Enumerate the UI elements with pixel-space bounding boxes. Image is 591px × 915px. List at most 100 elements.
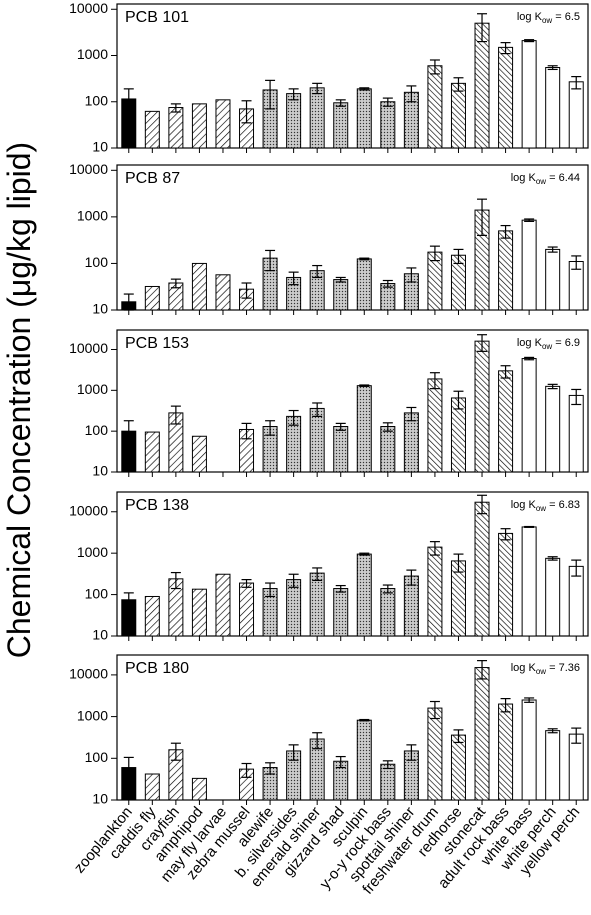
bar	[191, 588, 207, 637]
bar	[474, 501, 490, 637]
y-tick-label: 10000	[69, 161, 108, 177]
bar	[333, 588, 349, 637]
annotation-part: = 6.44	[546, 172, 580, 184]
annotation-part: log K	[517, 11, 543, 23]
error-bar	[524, 39, 535, 43]
error-bar	[453, 553, 464, 573]
error-bar	[123, 592, 134, 612]
error-bar	[571, 75, 582, 90]
annotation-part: = 6.5	[552, 11, 580, 23]
error-bar	[241, 762, 252, 778]
bar	[356, 258, 372, 311]
error-bar	[571, 255, 582, 270]
y-tick-label: 10	[92, 301, 108, 317]
bar	[215, 99, 231, 149]
bar	[474, 340, 490, 473]
bar	[191, 103, 207, 149]
bar	[380, 763, 396, 801]
error-bar	[312, 402, 323, 417]
error-bar	[500, 528, 511, 541]
panel-label: PCB 138	[125, 497, 189, 514]
bar	[356, 88, 372, 149]
error-bar	[406, 267, 417, 283]
error-bar	[123, 420, 134, 461]
error-bar	[359, 384, 370, 387]
error-bar	[335, 584, 346, 593]
plot-frame	[116, 491, 589, 637]
error-bar	[265, 249, 276, 272]
error-bar	[170, 571, 181, 590]
bar	[568, 81, 584, 149]
error-bar	[359, 257, 370, 261]
bar	[568, 733, 584, 801]
error-bar	[524, 697, 535, 703]
error-bar	[359, 718, 370, 722]
plot-frame	[116, 3, 589, 149]
bar	[239, 582, 255, 637]
error-bar	[241, 100, 252, 124]
error-bar	[500, 698, 511, 713]
error-bar	[406, 569, 417, 586]
error-bar	[265, 762, 276, 775]
error-bar	[123, 88, 134, 121]
error-bar	[477, 198, 488, 237]
bar	[498, 230, 514, 311]
plot-frame	[116, 164, 589, 311]
bar	[498, 532, 514, 637]
annotation-part: log K	[511, 662, 537, 674]
annotation: log Kow = 6.9	[517, 337, 580, 351]
error-bar	[547, 246, 558, 253]
bar	[521, 40, 537, 149]
bar	[474, 667, 490, 801]
bar	[450, 734, 466, 801]
y-tick-label: 100	[85, 585, 109, 601]
bar	[286, 579, 302, 637]
annotation-part: ow	[536, 504, 546, 513]
error-bar	[241, 579, 252, 588]
bar	[356, 385, 372, 473]
error-bar	[547, 556, 558, 561]
error-bar	[170, 278, 181, 289]
error-bar	[500, 224, 511, 239]
y-tick-label: 1000	[77, 544, 108, 560]
error-bar	[453, 729, 464, 744]
error-bar	[547, 65, 558, 71]
error-bar	[265, 420, 276, 436]
y-tick-label: 100	[85, 749, 109, 765]
y-tick-label: 10	[92, 463, 108, 479]
error-bar	[288, 409, 299, 426]
annotation-part: log K	[511, 499, 537, 511]
y-tick-label: 10	[92, 627, 108, 643]
y-tick-label: 1000	[77, 46, 108, 62]
error-bar	[571, 388, 582, 406]
bar	[427, 65, 443, 149]
error-bar	[406, 85, 417, 103]
error-bar	[382, 422, 393, 432]
error-bar	[288, 744, 299, 761]
y-axis-label: Chemical Concentration (μg/kg lipid)	[1, 142, 37, 658]
y-tick-label: 100	[85, 422, 109, 438]
y-tick-label: 10	[92, 791, 108, 807]
annotation: log Kow = 6.83	[511, 499, 580, 513]
y-tick-label: 1000	[77, 707, 108, 723]
panel-label: PCB 101	[125, 9, 189, 26]
panel-label: PCB 180	[125, 660, 189, 677]
error-bar	[241, 422, 252, 440]
y-tick-label: 1000	[77, 208, 108, 224]
error-bar	[382, 584, 393, 594]
plot-frame	[116, 329, 589, 473]
error-bar	[288, 573, 299, 588]
error-bar	[335, 99, 346, 107]
error-bar	[571, 727, 582, 744]
error-bar	[453, 390, 464, 410]
y-tick-label: 10000	[69, 0, 108, 16]
bar	[403, 412, 419, 473]
bar	[191, 435, 207, 473]
error-bar	[382, 97, 393, 107]
bar	[333, 279, 349, 311]
error-bar	[477, 334, 488, 352]
error-bar	[524, 356, 535, 361]
error-bar	[312, 264, 323, 279]
error-bar	[524, 218, 535, 222]
bar	[356, 719, 372, 801]
